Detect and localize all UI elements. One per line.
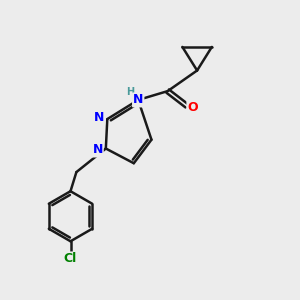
Text: O: O [188, 101, 198, 114]
Text: N: N [133, 93, 143, 106]
Text: N: N [94, 111, 104, 124]
Text: N: N [92, 143, 103, 157]
Text: Cl: Cl [64, 252, 77, 266]
Text: H: H [126, 87, 134, 97]
